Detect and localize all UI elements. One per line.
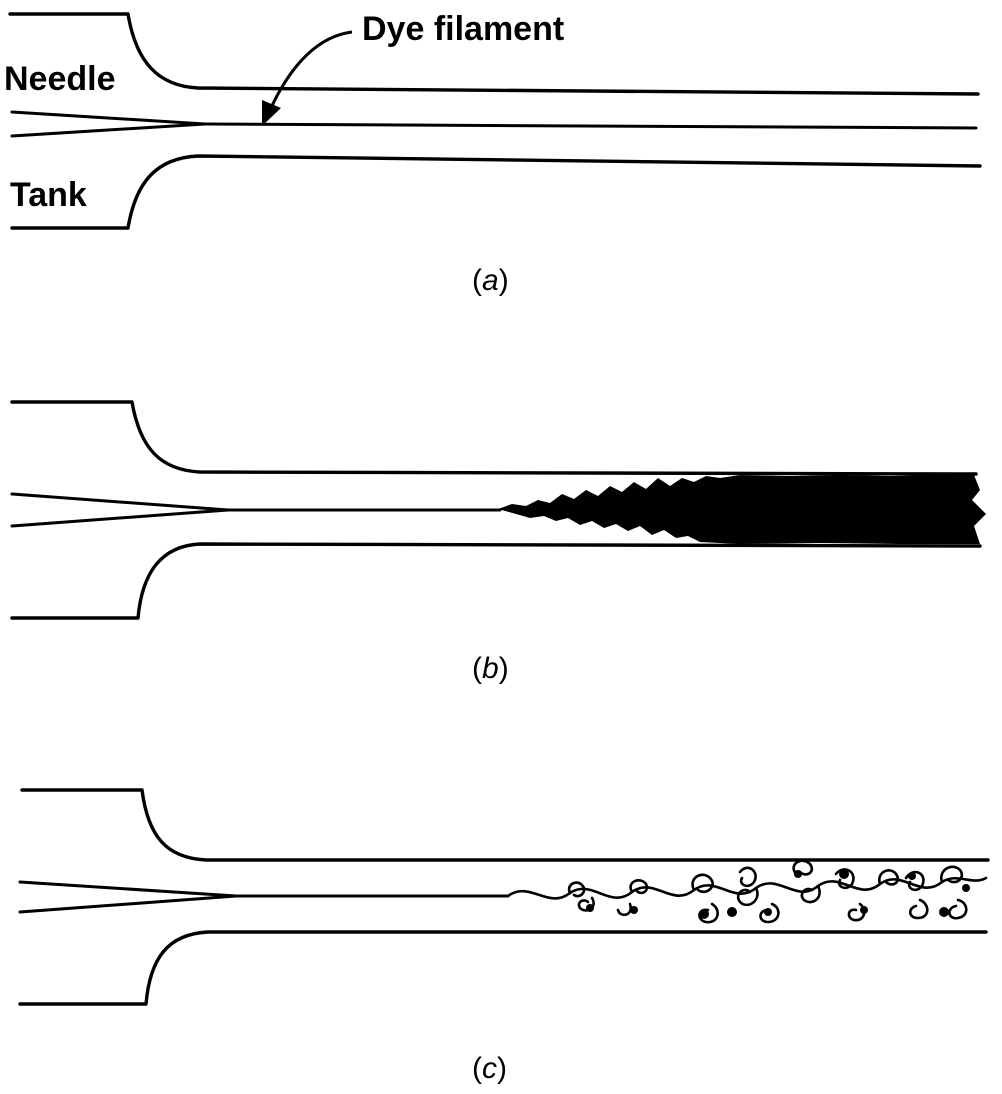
tank-lower-wall xyxy=(18,930,988,1006)
caption-c: (c) xyxy=(472,1052,507,1085)
needle xyxy=(18,880,238,914)
eddy-swirl xyxy=(792,859,814,876)
eddy-dot xyxy=(860,906,868,914)
eddy-swirl xyxy=(940,865,964,884)
needle xyxy=(10,492,230,528)
eddy-swirl xyxy=(691,873,714,894)
dye-cloud xyxy=(498,475,986,544)
needle xyxy=(10,110,207,138)
eddy-swirl xyxy=(759,902,780,924)
dye-filament-leader-arrow xyxy=(268,30,353,111)
panel-b: (b) xyxy=(10,400,986,685)
eddy-dot xyxy=(962,884,970,892)
eddy-swirl xyxy=(738,866,757,888)
tank-upper-wall xyxy=(8,12,980,96)
tank-label: Tank xyxy=(10,176,87,214)
panel-c: (c) xyxy=(18,788,990,1085)
needle-label: Needle xyxy=(4,60,116,98)
tank-upper-wall xyxy=(10,400,978,476)
eddy-dot xyxy=(939,907,949,917)
dye-eddies xyxy=(506,859,988,924)
eddy-swirl xyxy=(616,902,632,917)
eddy-swirl xyxy=(736,886,759,907)
eddy-dot xyxy=(764,908,772,916)
dye-filament-label: Dye filament xyxy=(362,10,564,48)
eddy-dot xyxy=(794,870,802,878)
caption-a: (a) xyxy=(472,264,509,297)
eddy-swirl xyxy=(878,869,900,886)
eddy-dot xyxy=(699,909,709,919)
arrow-head-icon xyxy=(262,100,281,126)
tank-lower-wall xyxy=(10,154,982,230)
panel-a: Dye filament Needle Tank (a) xyxy=(4,10,982,297)
tank-lower-wall xyxy=(10,542,982,620)
eddy-swirl xyxy=(567,881,586,898)
dye-filament-laminar xyxy=(203,122,978,130)
dye-turbulent-mixing xyxy=(498,475,986,544)
caption-b: (b) xyxy=(472,652,509,685)
eddy-swirl xyxy=(800,884,821,904)
eddy-swirl xyxy=(904,870,925,892)
eddy-dot xyxy=(727,907,737,917)
eddy-swirl xyxy=(629,879,649,895)
eddy-dot xyxy=(586,904,594,912)
eddy-swirl xyxy=(948,898,968,920)
tank-upper-wall xyxy=(20,788,990,862)
eddy-swirl xyxy=(908,898,929,920)
eddy-dot xyxy=(839,869,849,879)
eddy-dot xyxy=(908,872,916,880)
eddy-dot xyxy=(630,906,638,914)
eddy-swirl xyxy=(577,896,595,912)
